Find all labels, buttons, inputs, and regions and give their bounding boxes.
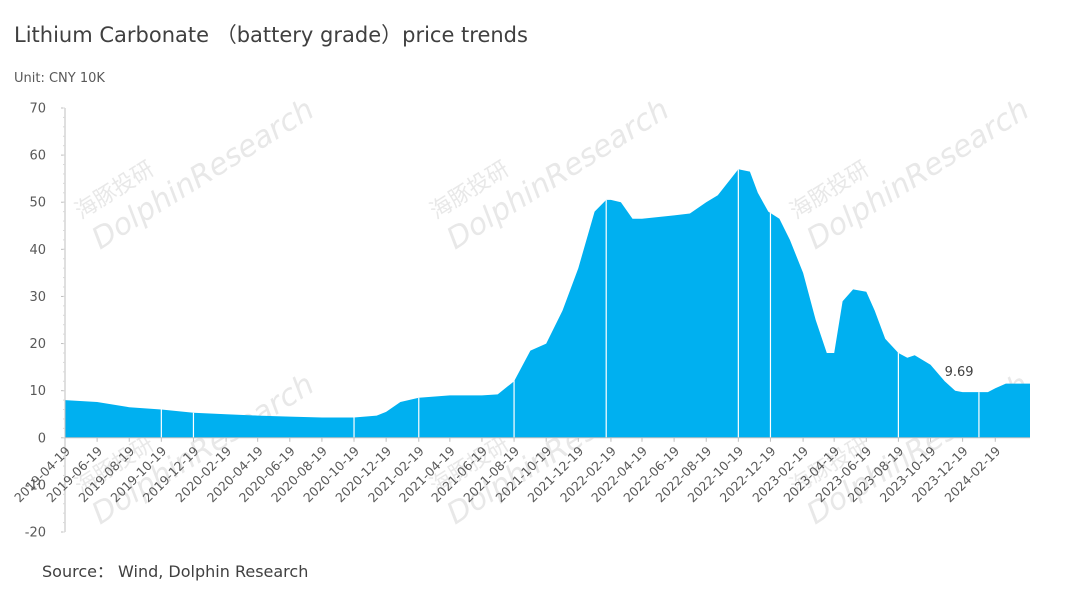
price-area: [65, 169, 1030, 438]
y-tick-label: 60: [29, 149, 46, 164]
y-tick-label: 10: [29, 384, 46, 399]
y-tick-label: 70: [29, 102, 46, 117]
y-tick-label: -10: [25, 478, 46, 493]
y-tick-label: 0: [38, 431, 46, 446]
y-tick-label: -20: [25, 526, 46, 541]
chart-title: Lithium Carbonate （battery grade）price t…: [14, 23, 528, 47]
y-tick-label: 30: [29, 290, 46, 305]
y-tick-label: 20: [29, 337, 46, 352]
unit-label: Unit: CNY 10K: [14, 71, 105, 86]
source-note: Source： Wind, Dolphin Research: [42, 562, 309, 581]
y-tick-label: 50: [29, 196, 46, 211]
data-label: 9.69: [945, 365, 974, 380]
y-tick-label: 40: [29, 243, 46, 258]
